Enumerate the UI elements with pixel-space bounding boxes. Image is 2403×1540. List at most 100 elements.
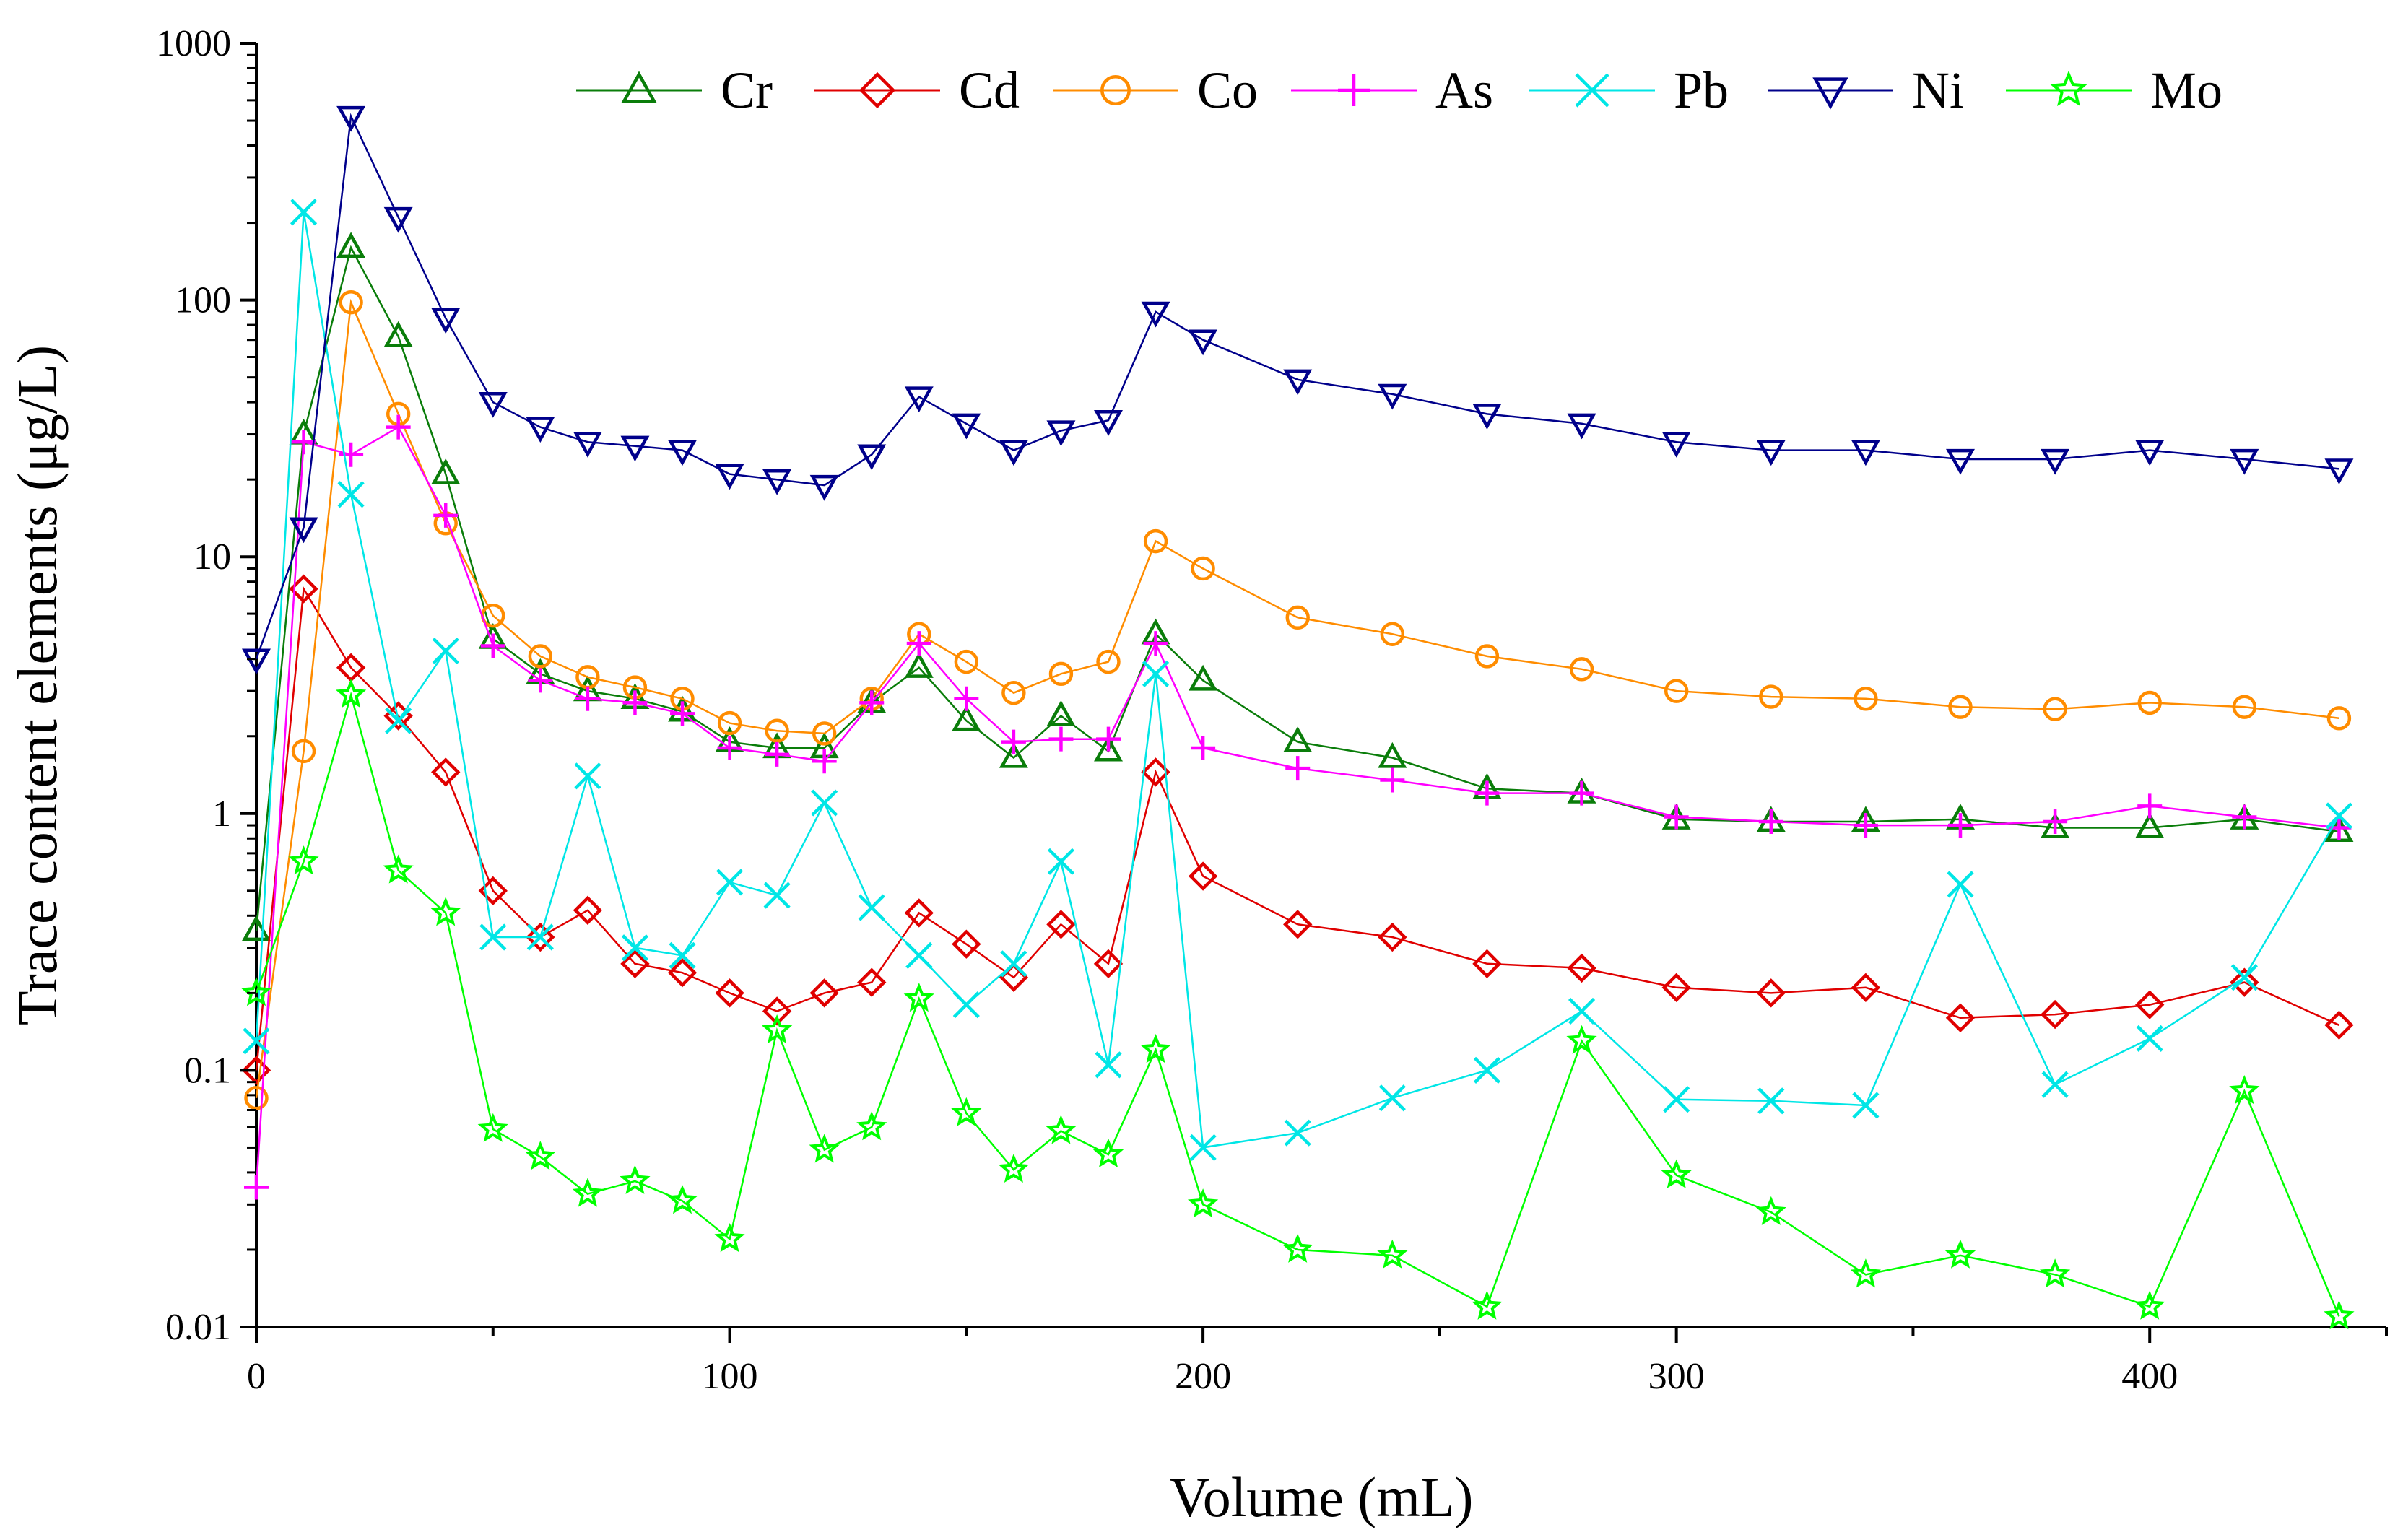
data-point-as [1758,809,1783,835]
plot-area [255,43,2386,1328]
data-point-pb [1000,950,1027,978]
data-point-cd [526,922,555,952]
legend-item-cr: Cr [576,61,773,119]
data-point-as [1853,813,1878,838]
data-point-pb [1378,1084,1406,1112]
y-tick-label: 1 [212,793,231,835]
data-point-as [1048,726,1074,752]
data-point-mo [2039,1258,2071,1288]
data-point-ni [2135,440,2165,466]
data-point-co [1664,679,1689,703]
legend-label-cd: Cd [959,61,1020,119]
series-cd [241,574,2354,1085]
data-point-mo [1140,1033,1171,1063]
data-point-co [291,739,316,764]
data-point-pb [2136,1025,2163,1052]
legend-label-cr: Cr [721,61,773,119]
data-point-ni [1661,432,1691,458]
data-point-ni [904,386,934,413]
data-point-ni [1946,448,1975,475]
data-point-ni [999,440,1028,466]
data-point-ni [2041,448,2070,475]
data-point-co [1948,695,1973,719]
data-point-mo [666,1185,698,1214]
data-point-ni [715,464,744,490]
data-point-cd [762,996,792,1026]
data-point-as [1569,780,1594,806]
data-point-cd [1472,949,1502,979]
legend-item-cd: Cd [814,61,1020,119]
data-point-as [1474,780,1500,806]
data-point-mo [525,1141,556,1170]
data-point-cr [1046,700,1076,726]
data-point-pb [2230,964,2258,991]
series-as [244,414,2352,1200]
legend: Cr Cd Co As Pb Ni Mo [576,61,2222,119]
legend-marker-co [1100,75,1131,105]
data-point-ni [809,474,839,501]
data-point-cd [1851,973,1881,1003]
data-point-as [1191,736,1216,761]
data-point-cd [2040,999,2070,1030]
data-point-cd [1756,978,1786,1008]
data-point-co [2043,697,2067,721]
series-mo [240,679,2355,1330]
legend-label-as: As [1435,61,1493,119]
data-point-pb [1142,660,1170,687]
legend-item-mo: Mo [2006,61,2222,119]
data-point-ni [1094,410,1123,436]
legend-marker-cr [621,71,657,103]
data-point-ni [668,440,697,466]
data-point-as [906,631,931,656]
data-point-mo [335,679,367,708]
data-point-as [386,414,411,440]
data-point-ni [573,432,602,458]
data-point-co [244,1086,269,1110]
data-point-cd [1188,861,1218,891]
x-tick-label: 100 [702,1356,758,1397]
y-axis-label: Trace content elements (μg/L) [6,345,69,1025]
data-point-pb [243,1027,270,1055]
data-point-cr [904,652,934,678]
data-point-pb [858,894,885,921]
data-point-ni [242,648,271,675]
data-point-co [765,718,789,743]
data-point-mo [1046,1115,1077,1144]
x-tick-label: 0 [247,1356,266,1397]
data-point-as [1664,804,1689,830]
data-point-mo [2134,1290,2165,1320]
data-point-pb [1473,1056,1501,1084]
x-tick-label: 400 [2121,1356,2178,1397]
legend-marker-as [1338,74,1370,106]
data-point-pb [1663,1086,1690,1113]
data-point-as [670,701,695,726]
data-point-mo [240,977,272,1006]
data-point-co [2137,690,2162,715]
data-point-cd [1283,910,1313,939]
data-point-ni [620,435,650,462]
data-point-ni [289,517,318,544]
data-point-ni [1189,329,1218,356]
data-point-cr [999,741,1028,768]
data-point-co [1143,528,1168,554]
data-point-ni [1567,413,1596,440]
series-cr [242,232,2354,941]
data-point-as [2043,809,2068,835]
data-point-ni [1472,404,1502,430]
data-point-as [2326,815,2352,840]
data-point-pb [1568,997,1596,1025]
x-tick-label: 300 [1648,1356,1705,1397]
legend-marker-pb [1575,73,1609,108]
data-point-ni [336,105,366,132]
data-point-pb [337,481,365,508]
data-point-cd [667,958,698,988]
data-point-mo [714,1222,745,1253]
data-point-pb [1189,1134,1217,1162]
data-point-as [622,690,648,715]
data-point-co [528,644,553,669]
data-point-as [1001,729,1026,754]
data-point-ni [383,206,413,233]
data-point-cd [1378,922,1407,952]
data-point-cd [715,978,744,1008]
data-point-co [1380,622,1405,646]
